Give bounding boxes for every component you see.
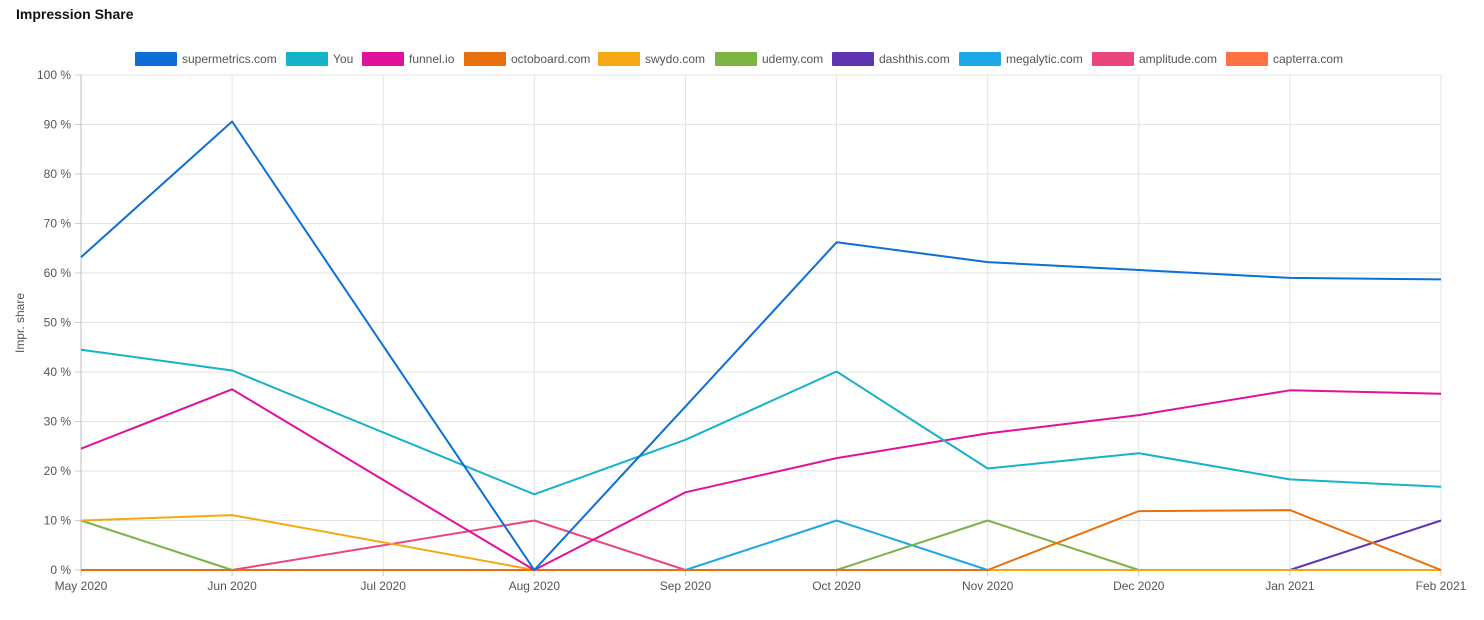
legend-item-you[interactable]: You bbox=[286, 50, 353, 68]
legend-label: swydo.com bbox=[645, 52, 706, 66]
legend-item-octoboard-com[interactable]: octoboard.com bbox=[464, 50, 590, 68]
y-axis-label: Impr. share bbox=[13, 293, 27, 353]
legend-item-dashthis-com[interactable]: dashthis.com bbox=[832, 50, 950, 68]
x-tick-label: Nov 2020 bbox=[962, 579, 1014, 593]
legend-item-megalytic-com[interactable]: megalytic.com bbox=[959, 50, 1083, 68]
y-tick-label: 0 % bbox=[50, 563, 71, 577]
series-line-funnel-io[interactable] bbox=[80, 388, 1442, 571]
x-tick-label: Jul 2020 bbox=[361, 579, 407, 593]
legend-swatch bbox=[362, 52, 404, 66]
legend-item-funnel-io[interactable]: funnel.io bbox=[362, 50, 454, 68]
legend-label: amplitude.com bbox=[1139, 52, 1218, 66]
x-tick-label: Jan 2021 bbox=[1265, 579, 1315, 593]
legend-swatch bbox=[959, 52, 1001, 66]
legend-swatch bbox=[832, 52, 874, 66]
series-line-you[interactable] bbox=[80, 348, 1442, 496]
y-tick-label: 40 % bbox=[44, 365, 72, 379]
x-tick-label: Oct 2020 bbox=[812, 579, 861, 593]
legend-label: dashthis.com bbox=[879, 52, 950, 66]
y-tick-label: 100 % bbox=[37, 68, 71, 82]
legend-item-udemy-com[interactable]: udemy.com bbox=[715, 50, 823, 68]
x-tick-label: Feb 2021 bbox=[1416, 579, 1467, 593]
legend-label: udemy.com bbox=[762, 52, 824, 66]
legend-label: supermetrics.com bbox=[182, 52, 277, 66]
legend-item-swydo-com[interactable]: swydo.com bbox=[598, 50, 705, 68]
grid-lines bbox=[80, 74, 1442, 571]
legend-label: funnel.io bbox=[409, 52, 455, 66]
legend-swatch bbox=[135, 52, 177, 66]
legend-swatch bbox=[1092, 52, 1134, 66]
y-tick-label: 80 % bbox=[44, 167, 72, 181]
y-tick-label: 60 % bbox=[44, 266, 72, 280]
x-tick-label: May 2020 bbox=[55, 579, 108, 593]
chart-legend: supermetrics.com You funnel.io octoboard.co… bbox=[0, 50, 1484, 70]
legend-swatch bbox=[1226, 52, 1268, 66]
y-tick-label: 70 % bbox=[44, 217, 72, 231]
legend-swatch bbox=[286, 52, 328, 66]
legend-label: capterra.com bbox=[1273, 52, 1344, 66]
series-line-octoboard-com[interactable] bbox=[81, 509, 1442, 571]
legend-item-amplitude-com[interactable]: amplitude.com bbox=[1092, 50, 1217, 68]
legend-label: octoboard.com bbox=[511, 52, 591, 66]
axes: 0 % 10 % 20 % 30 % 40 % 50 % 60 % 70 % 80 % 90 % 1… bbox=[37, 68, 1467, 593]
y-tick-label: 50 % bbox=[44, 316, 72, 330]
series-line-megalytic-com[interactable] bbox=[81, 519, 1441, 571]
legend-item-capterra-com[interactable]: capterra.com bbox=[1226, 50, 1343, 68]
y-tick-label: 20 % bbox=[44, 464, 72, 478]
legend-swatch bbox=[598, 52, 640, 66]
legend-label: megalytic.com bbox=[1006, 52, 1083, 66]
y-tick-label: 90 % bbox=[44, 118, 72, 132]
series-lines bbox=[80, 120, 1442, 571]
x-tick-label: Aug 2020 bbox=[509, 579, 561, 593]
legend-label: You bbox=[333, 52, 354, 66]
series-line-supermetrics-com[interactable] bbox=[80, 120, 1442, 571]
x-tick-label: Dec 2020 bbox=[1113, 579, 1165, 593]
legend-item-supermetrics-com[interactable]: supermetrics.com bbox=[135, 50, 277, 68]
chart-title: Impression Share bbox=[16, 6, 134, 22]
legend-swatch bbox=[715, 52, 757, 66]
x-tick-label: Jun 2020 bbox=[207, 579, 257, 593]
x-tick-label: Sep 2020 bbox=[660, 579, 712, 593]
legend-swatch bbox=[464, 52, 506, 66]
y-tick-label: 30 % bbox=[44, 415, 72, 429]
y-tick-label: 10 % bbox=[44, 514, 72, 528]
